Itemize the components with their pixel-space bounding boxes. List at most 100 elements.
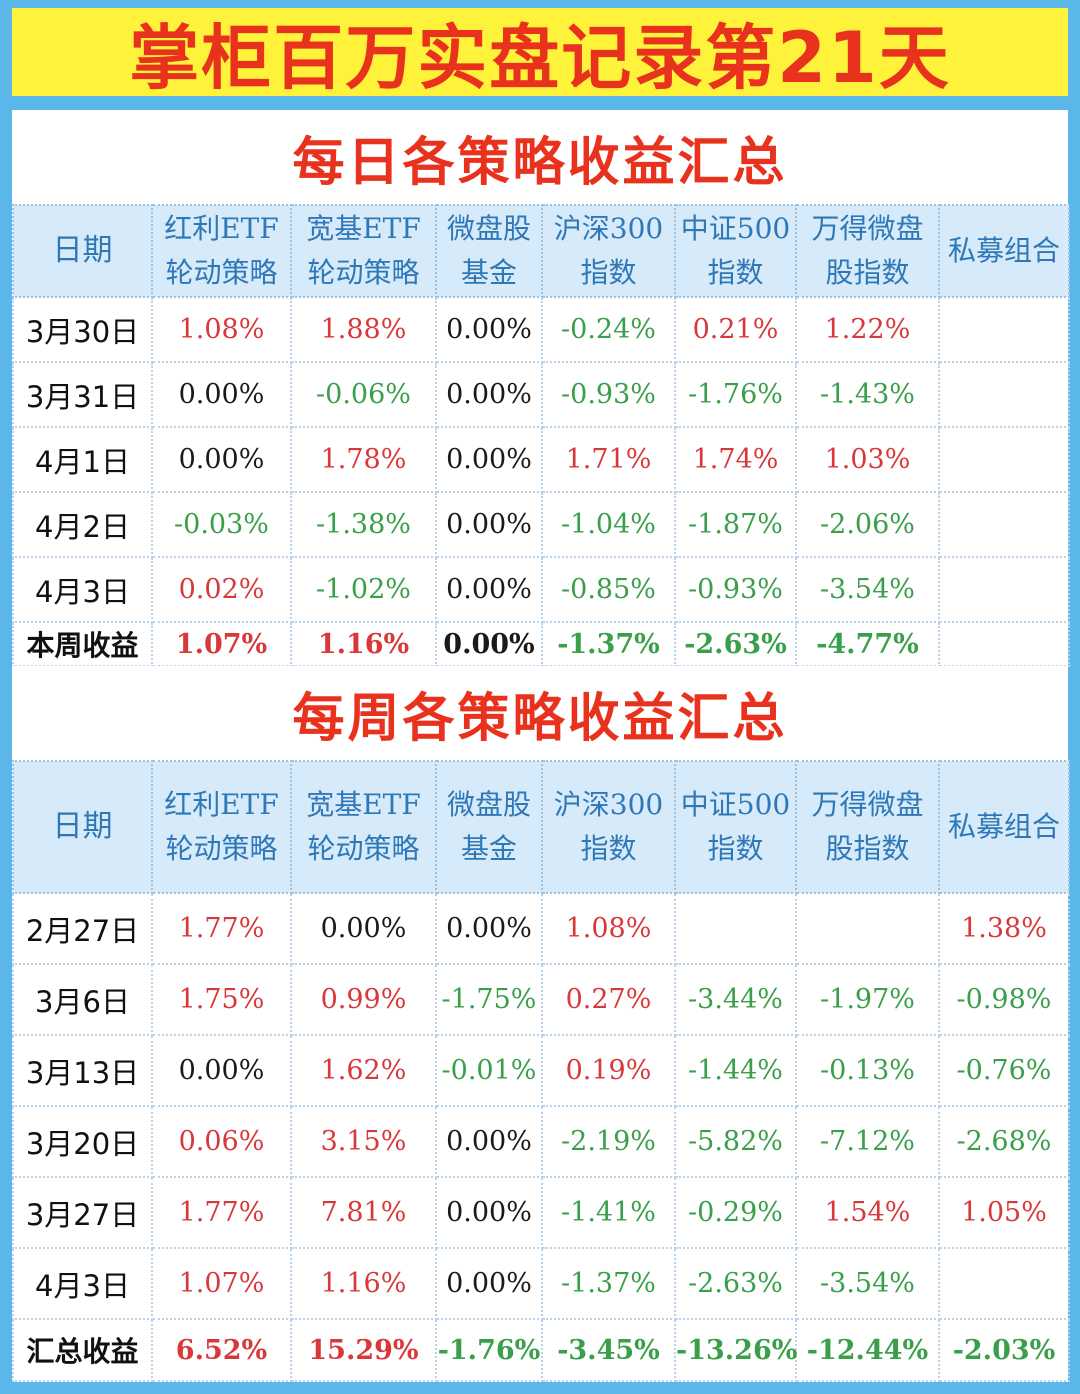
column-header: 微盘股 基金 [435,204,543,298]
return-cell: 1.08% [541,892,676,965]
return-cell: -3.44% [674,963,797,1036]
return-cell: 0.02% [151,556,292,623]
return-cell: 1.08% [151,296,292,363]
column-header: 日期 [12,204,153,298]
return-cell: 0.27% [541,963,676,1036]
return-cell: 1.16% [290,1247,437,1320]
return-cell: 0.00% [435,556,543,623]
return-cell: -0.93% [541,361,676,428]
return-cell: -1.75% [435,963,543,1036]
column-header: 万得微盘 股指数 [795,760,940,894]
column-header-line: 宽基ETF [306,788,421,821]
return-cell: -0.06% [290,361,437,428]
header-row: 日期 红利ETF 轮动策略 宽基ETF 轮动策略 微盘股 基金 沪深300 指数 中证500 指数万… [12,760,1070,894]
return-cell: 3.15% [290,1105,437,1178]
column-header-line: 私募组合 [947,810,1060,843]
return-cell: -1.02% [290,556,437,623]
total-return-cell: 1.16% [290,621,437,667]
page-title: 掌柜百万实盘记录第21天 [129,16,951,99]
date-cell: 4月1日 [12,426,153,493]
daily-section: 每日各策略收益汇总 日期 红利ETF 轮动策略 宽基ETF 轮动策略 微盘股 基金 沪深300… [12,110,1070,667]
return-cell: 0.00% [435,1105,543,1178]
return-cell: -1.44% [674,1034,797,1107]
return-cell: 1.88% [290,296,437,363]
total-return-cell: -2.63% [674,621,797,667]
column-header-line: 指数 [580,832,637,865]
total-return-cell: -12.44% [795,1318,940,1382]
return-cell: -0.01% [435,1034,543,1107]
return-cell: -2.19% [541,1105,676,1178]
column-header-line: 中证500 [680,788,791,821]
weekly-section: 每周各策略收益汇总 日期 红利ETF 轮动策略 宽基ETF 轮动策略 微盘股 基金 沪深300… [12,666,1070,1382]
return-cell: 0.00% [435,426,543,493]
table-row: 3月30日 1.08% 1.88% 0.00% -0.24% 0.21% 1.22% [12,296,1070,363]
column-header: 中证500 指数 [674,204,797,298]
column-header-line: 私募组合 [947,234,1060,267]
total-return-cell: 6.52% [151,1318,292,1382]
title-bar: 掌柜百万实盘记录第21天 [0,0,1080,104]
return-cell: -1.38% [290,491,437,558]
return-cell [938,426,1070,493]
column-header-line: 沪深300 [553,212,664,245]
return-cell [795,892,940,965]
column-header-line: 轮动策略 [307,832,420,865]
return-cell: 1.05% [938,1176,1070,1249]
total-label: 汇总收益 [12,1318,153,1382]
return-cell [938,296,1070,363]
column-header: 沪深300 指数 [541,204,676,298]
return-cell: 0.00% [290,892,437,965]
column-header: 宽基ETF 轮动策略 [290,204,437,298]
header-row: 日期 红利ETF 轮动策略 宽基ETF 轮动策略 微盘股 基金 沪深300 指数 中证500 指数万… [12,204,1070,298]
return-cell: 1.22% [795,296,940,363]
column-header: 万得微盘 股指数 [795,204,940,298]
weekly-table-body: 2月27日 1.77% 0.00% 0.00% 1.08% 1.38% 3月6日 1.75% 0… [12,892,1070,1382]
column-header: 微盘股 基金 [435,760,543,894]
column-header-line: 基金 [460,832,517,865]
total-return-cell: 1.07% [151,621,292,667]
return-cell: -2.06% [795,491,940,558]
date-cell: 3月6日 [12,963,153,1036]
date-cell: 3月13日 [12,1034,153,1107]
daily-returns-table: 日期 红利ETF 轮动策略 宽基ETF 轮动策略 微盘股 基金 沪深300 指数 中证500 指数万… [12,204,1070,667]
return-cell: -1.04% [541,491,676,558]
return-cell: 0.00% [151,361,292,428]
column-header-line: 宽基ETF [306,212,421,245]
return-cell: 1.75% [151,963,292,1036]
column-header-line: 微盘股 [446,212,531,245]
return-cell: 0.00% [435,892,543,965]
date-cell: 2月27日 [12,892,153,965]
table-row: 3月27日 1.77% 7.81% 0.00% -1.41% -0.29% 1.54% 1.0… [12,1176,1070,1249]
return-cell: -0.29% [674,1176,797,1249]
weekly-returns-table: 日期 红利ETF 轮动策略 宽基ETF 轮动策略 微盘股 基金 沪深300 指数 中证500 指数万… [12,760,1070,1382]
table-row: 4月3日 1.07% 1.16% 0.00% -1.37% -2.63% -3.54% [12,1247,1070,1320]
return-cell: -1.87% [674,491,797,558]
return-cell: -2.63% [674,1247,797,1320]
return-cell [938,491,1070,558]
column-header-line: 万得微盘 [811,212,924,245]
return-cell: -1.97% [795,963,940,1036]
column-header-line: 微盘股 [446,788,531,821]
return-cell: -0.85% [541,556,676,623]
title-banner: 掌柜百万实盘记录第21天 [12,8,1068,99]
return-cell: -1.37% [541,1247,676,1320]
return-cell: -1.41% [541,1176,676,1249]
return-cell [938,361,1070,428]
return-cell: -2.68% [938,1105,1070,1178]
total-label: 本周收益 [12,621,153,667]
date-cell: 3月20日 [12,1105,153,1178]
total-row: 本周收益 1.07% 1.16% 0.00% -1.37% -2.63% -4.77% [12,621,1070,667]
return-cell: -0.24% [541,296,676,363]
return-cell [938,1247,1070,1320]
return-cell: 0.00% [435,1247,543,1320]
column-header: 私募组合 [938,760,1070,894]
return-cell: 1.03% [795,426,940,493]
return-cell: 0.00% [435,1176,543,1249]
weekly-table-header: 日期 红利ETF 轮动策略 宽基ETF 轮动策略 微盘股 基金 沪深300 指数 中证500 指数万… [12,760,1070,894]
column-header-line: 轮动策略 [307,256,420,289]
return-cell: 1.78% [290,426,437,493]
column-header: 宽基ETF 轮动策略 [290,760,437,894]
return-cell: 0.00% [151,426,292,493]
return-cell: 1.77% [151,892,292,965]
return-cell: 0.06% [151,1105,292,1178]
total-return-cell: -1.37% [541,621,676,667]
